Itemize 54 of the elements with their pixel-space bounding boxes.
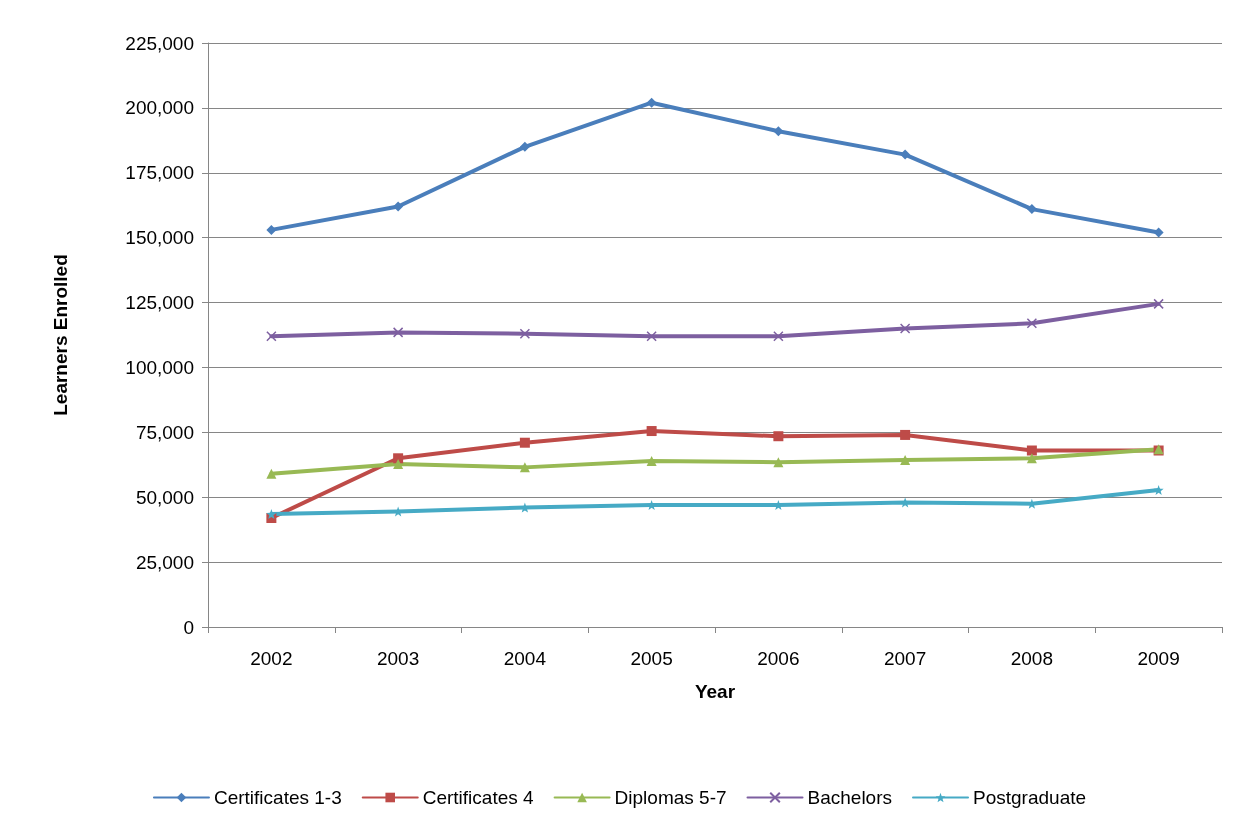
legend-label: Certificates 1-3 [213, 787, 342, 808]
point [519, 462, 530, 473]
point [393, 453, 404, 464]
point [519, 328, 531, 339]
point [646, 331, 657, 342]
x-tick-label: 2005 [630, 648, 673, 669]
x-tick-label: 2004 [503, 648, 547, 669]
point [1153, 227, 1164, 238]
point [393, 459, 404, 469]
point [646, 97, 657, 108]
point [519, 141, 530, 152]
point [1153, 298, 1164, 310]
y-tick-label: 100,000 [125, 356, 194, 378]
legend-label: Certificates 4 [422, 787, 535, 808]
y-tick-label: 50,000 [135, 486, 194, 508]
point [646, 426, 657, 437]
point [393, 201, 404, 212]
point [266, 468, 277, 479]
point [519, 437, 530, 448]
y-tick-label: 225,000 [125, 32, 194, 54]
point [900, 149, 911, 160]
point [646, 455, 657, 466]
y-tick-label: 200,000 [125, 97, 194, 119]
point [1153, 484, 1164, 495]
y-tick-label: 75,000 [135, 421, 194, 443]
y-tick-label: 150,000 [125, 227, 194, 249]
x-tick-label: 2003 [376, 648, 420, 669]
legend-label: Bachelors [807, 787, 893, 808]
point [773, 331, 784, 342]
point [392, 327, 404, 338]
x-tick-label: 2009 [1137, 648, 1180, 669]
point [899, 323, 911, 334]
legend-label: Postgraduate [973, 787, 1087, 808]
point [1026, 204, 1037, 215]
point [266, 224, 277, 235]
x-axis-title: Year [694, 681, 736, 702]
x-tick-label: 2006 [757, 648, 800, 669]
y-tick-label: 175,000 [125, 162, 194, 184]
x-tick-label: 2002 [250, 648, 293, 669]
point [900, 429, 911, 440]
point [1026, 445, 1037, 456]
point [773, 457, 784, 468]
point [773, 431, 784, 442]
point [266, 331, 277, 342]
y-tick-label: 0 [183, 616, 194, 638]
y-tick-label: 125,000 [125, 292, 194, 314]
y-axis-title: Learners Enrolled [50, 254, 71, 416]
y-tick-label: 25,000 [135, 551, 194, 573]
legend-label: Diplomas 5-7 [614, 787, 727, 808]
point [900, 455, 911, 466]
point [1026, 453, 1037, 464]
point [1026, 318, 1038, 329]
x-tick-label: 2008 [1010, 648, 1054, 669]
x-tick-label: 2007 [883, 648, 927, 669]
